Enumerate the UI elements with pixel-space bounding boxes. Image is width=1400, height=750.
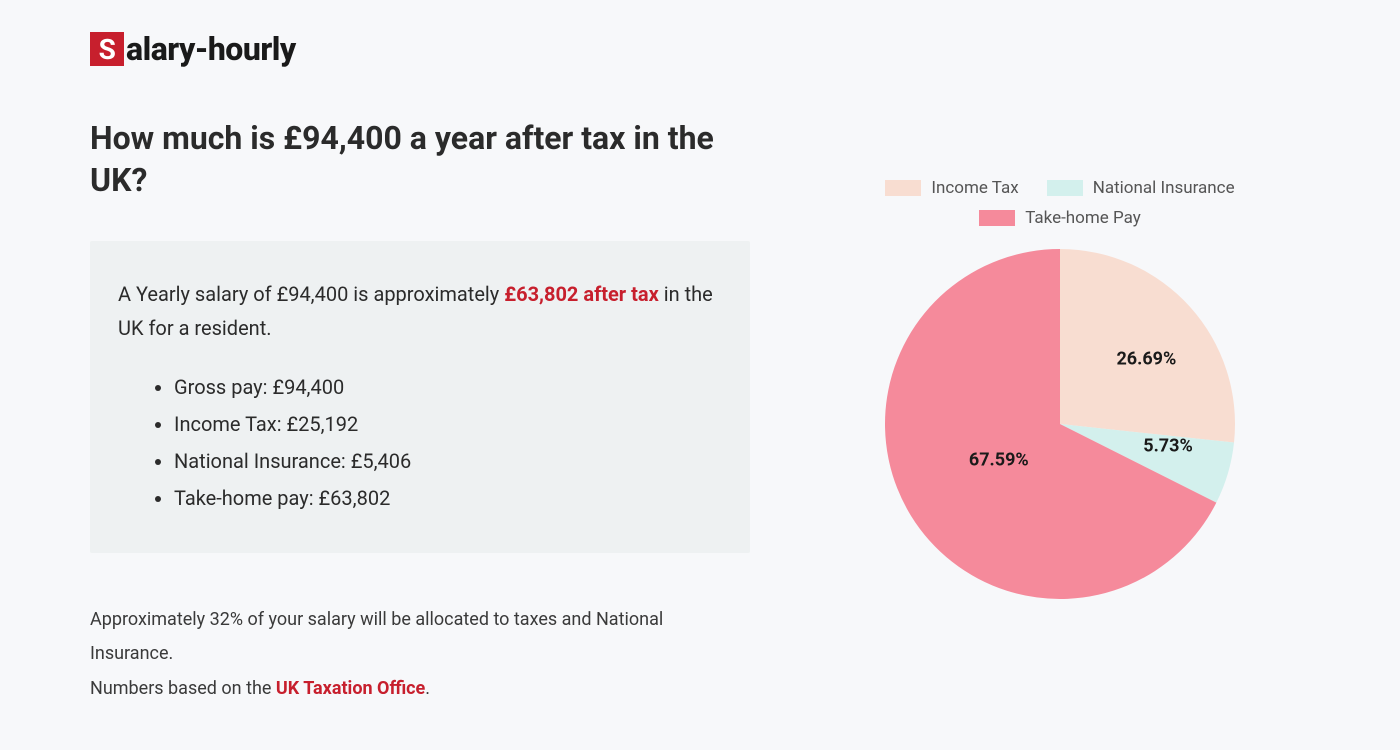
legend-item: Take-home Pay bbox=[979, 208, 1141, 228]
footnote-line2-post: . bbox=[425, 678, 430, 699]
footnote-line2-pre: Numbers based on the bbox=[90, 678, 276, 699]
slice-label: 5.73% bbox=[1143, 435, 1193, 456]
footnote: Approximately 32% of your salary will be… bbox=[90, 603, 750, 706]
list-item: Income Tax: £25,192 bbox=[174, 406, 722, 443]
slice-label: 67.59% bbox=[969, 450, 1029, 471]
list-item: National Insurance: £5,406 bbox=[174, 443, 722, 480]
legend-item: National Insurance bbox=[1047, 178, 1235, 198]
list-item: Gross pay: £94,400 bbox=[174, 369, 722, 406]
legend-item: Income Tax bbox=[885, 178, 1018, 198]
page-heading: How much is £94,400 a year after tax in … bbox=[90, 118, 750, 201]
lead-pre: A Yearly salary of £94,400 is approximat… bbox=[118, 282, 504, 306]
site-logo: Salary-hourly bbox=[90, 30, 1310, 68]
list-item: Take-home pay: £63,802 bbox=[174, 480, 722, 517]
slice-label: 26.69% bbox=[1116, 349, 1176, 370]
legend-label: Take-home Pay bbox=[1025, 208, 1141, 228]
main-content: How much is £94,400 a year after tax in … bbox=[90, 118, 1310, 706]
logo-text: alary-hourly bbox=[126, 30, 296, 68]
logo-initial-box: S bbox=[90, 32, 124, 66]
summary-lead: A Yearly salary of £94,400 is approximat… bbox=[118, 277, 722, 345]
pie-chart: 26.69% 5.73% 67.59% bbox=[880, 244, 1240, 604]
pie-svg bbox=[880, 244, 1240, 604]
tax-office-link[interactable]: UK Taxation Office bbox=[276, 678, 425, 699]
lead-highlight: £63,802 after tax bbox=[504, 282, 659, 306]
left-column: How much is £94,400 a year after tax in … bbox=[90, 118, 750, 706]
breakdown-list: Gross pay: £94,400 Income Tax: £25,192 N… bbox=[118, 369, 722, 517]
chart-column: Income Tax National Insurance Take-home … bbox=[810, 118, 1310, 706]
footnote-line1: Approximately 32% of your salary will be… bbox=[90, 609, 663, 664]
summary-infobox: A Yearly salary of £94,400 is approximat… bbox=[90, 241, 750, 553]
legend-label: National Insurance bbox=[1093, 178, 1235, 198]
chart-legend: Income Tax National Insurance Take-home … bbox=[870, 178, 1250, 228]
legend-swatch bbox=[979, 210, 1015, 226]
legend-swatch bbox=[1047, 180, 1083, 196]
legend-swatch bbox=[885, 180, 921, 196]
legend-label: Income Tax bbox=[931, 178, 1018, 198]
